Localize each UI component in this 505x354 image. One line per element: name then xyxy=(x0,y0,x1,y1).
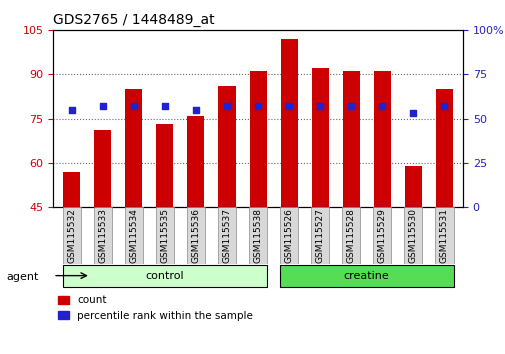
Bar xyxy=(342,72,359,207)
FancyBboxPatch shape xyxy=(93,207,112,264)
Bar xyxy=(373,72,390,207)
Bar xyxy=(156,125,173,207)
Text: GSM115532: GSM115532 xyxy=(67,208,76,263)
Point xyxy=(98,103,107,109)
Text: GSM115533: GSM115533 xyxy=(98,208,107,263)
Point xyxy=(161,103,169,109)
Text: GSM115530: GSM115530 xyxy=(408,208,417,263)
Text: GSM115528: GSM115528 xyxy=(346,208,355,263)
FancyBboxPatch shape xyxy=(156,207,174,264)
FancyBboxPatch shape xyxy=(218,207,236,264)
Point xyxy=(409,110,417,116)
FancyBboxPatch shape xyxy=(279,207,297,264)
FancyBboxPatch shape xyxy=(124,207,143,264)
Point xyxy=(439,103,447,109)
Bar xyxy=(435,89,452,207)
Text: GSM115534: GSM115534 xyxy=(129,208,138,263)
FancyBboxPatch shape xyxy=(403,207,422,264)
Text: control: control xyxy=(145,270,184,281)
Bar xyxy=(280,39,297,207)
Text: GSM115537: GSM115537 xyxy=(222,208,231,263)
Bar xyxy=(249,72,266,207)
Bar xyxy=(311,68,328,207)
Text: GSM115538: GSM115538 xyxy=(253,208,262,263)
Legend: count, percentile rank within the sample: count, percentile rank within the sample xyxy=(58,296,252,321)
Point xyxy=(223,103,231,109)
Point xyxy=(316,103,324,109)
Text: agent: agent xyxy=(6,272,38,282)
FancyBboxPatch shape xyxy=(279,265,452,287)
Bar xyxy=(63,172,80,207)
Point xyxy=(284,103,292,109)
Point xyxy=(68,107,76,113)
Text: GSM115526: GSM115526 xyxy=(284,208,293,263)
Point xyxy=(254,103,262,109)
Point xyxy=(191,107,199,113)
Text: GSM115536: GSM115536 xyxy=(191,208,200,263)
Bar xyxy=(404,166,421,207)
Text: GSM115529: GSM115529 xyxy=(377,208,386,263)
Bar xyxy=(218,86,235,207)
FancyBboxPatch shape xyxy=(372,207,391,264)
FancyBboxPatch shape xyxy=(63,265,267,287)
Text: creatine: creatine xyxy=(343,270,389,281)
Bar xyxy=(187,116,204,207)
Point xyxy=(377,103,385,109)
Text: GDS2765 / 1448489_at: GDS2765 / 1448489_at xyxy=(53,13,214,27)
FancyBboxPatch shape xyxy=(434,207,452,264)
FancyBboxPatch shape xyxy=(341,207,360,264)
Text: GSM115531: GSM115531 xyxy=(439,208,448,263)
Text: GSM115527: GSM115527 xyxy=(315,208,324,263)
Point xyxy=(130,103,138,109)
Point xyxy=(346,103,355,109)
FancyBboxPatch shape xyxy=(248,207,267,264)
FancyBboxPatch shape xyxy=(63,207,81,264)
Text: GSM115535: GSM115535 xyxy=(160,208,169,263)
Bar xyxy=(94,130,111,207)
Bar xyxy=(125,89,142,207)
FancyBboxPatch shape xyxy=(186,207,205,264)
FancyBboxPatch shape xyxy=(311,207,329,264)
